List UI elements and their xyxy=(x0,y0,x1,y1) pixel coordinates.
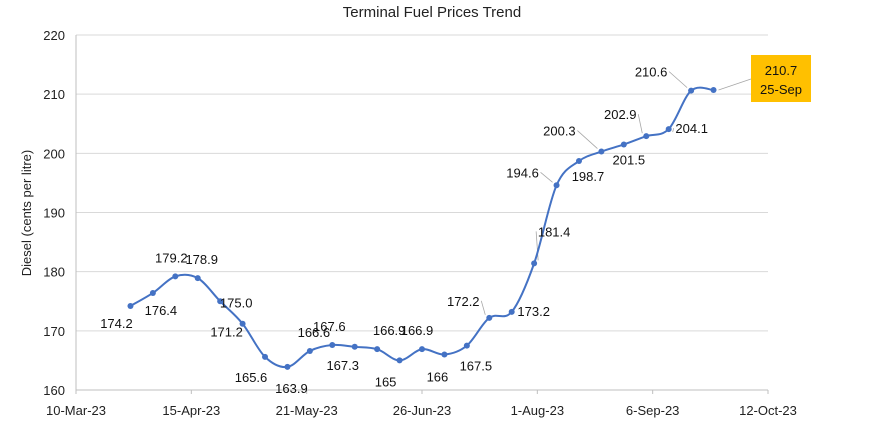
data-label: 173.2 xyxy=(517,304,550,319)
data-point xyxy=(329,342,336,349)
data-point xyxy=(351,343,358,350)
data-label: 194.6 xyxy=(506,165,539,180)
y-tick-label: 180 xyxy=(43,265,65,280)
data-point xyxy=(598,148,605,155)
callout-value: 210.7 xyxy=(765,63,798,78)
data-label: 172.2 xyxy=(447,294,480,309)
data-point xyxy=(553,182,560,189)
last-value-callout: 210.7 25-Sep xyxy=(718,55,811,102)
data-label: 202.9 xyxy=(604,107,637,122)
data-label: 179.2 xyxy=(155,250,188,265)
data-point xyxy=(486,314,493,321)
chart-title: Terminal Fuel Prices Trend xyxy=(343,4,521,21)
data-point xyxy=(194,275,201,282)
axes xyxy=(75,35,769,394)
data-label: 167.3 xyxy=(326,358,359,373)
data-point xyxy=(575,158,582,165)
data-point xyxy=(463,342,470,349)
callout-date: 25-Sep xyxy=(760,82,802,97)
x-tick-label: 15-Apr-23 xyxy=(162,403,220,418)
data-label: 181.4 xyxy=(538,224,571,239)
callout-box xyxy=(751,55,811,102)
data-label: 167.5 xyxy=(460,359,493,374)
data-point xyxy=(374,346,381,353)
data-label: 210.6 xyxy=(635,65,668,80)
y-tick-label: 160 xyxy=(43,383,65,398)
data-point xyxy=(665,126,672,133)
x-tick-labels: 10-Mar-23 15-Apr-23 21-May-23 26-Jun-23 1-Au… xyxy=(46,403,797,418)
data-point xyxy=(306,347,313,354)
data-point xyxy=(688,87,695,94)
label-leader-line xyxy=(535,231,539,261)
data-point xyxy=(284,363,291,370)
data-point xyxy=(149,289,156,296)
data-label: 178.9 xyxy=(185,252,218,267)
data-label: 165 xyxy=(375,374,397,389)
data-point xyxy=(127,302,134,309)
data-label: 166 xyxy=(427,370,449,385)
y-tick-label: 200 xyxy=(43,146,65,161)
data-point xyxy=(239,320,246,327)
data-point xyxy=(396,357,403,364)
data-label: 166.9 xyxy=(373,323,406,338)
y-axis-title: Diesel (cents per litre) xyxy=(19,150,34,276)
data-label: 198.7 xyxy=(572,169,605,184)
data-point xyxy=(172,273,179,280)
data-label: 174.2 xyxy=(100,316,133,331)
x-tick-label: 6-Sep-23 xyxy=(626,403,679,418)
data-label: 201.5 xyxy=(613,152,646,167)
label-leader-line xyxy=(480,300,486,315)
data-point xyxy=(508,308,515,315)
data-label: 171.2 xyxy=(210,325,243,340)
x-tick-label: 1-Aug-23 xyxy=(511,403,564,418)
data-label: 166.9 xyxy=(401,323,434,338)
data-label: 204.1 xyxy=(675,121,708,136)
data-point xyxy=(710,87,717,94)
data-label: 166.6 xyxy=(298,325,331,340)
label-leader-lines xyxy=(218,71,688,315)
data-point xyxy=(419,346,425,353)
label-leader-line xyxy=(672,127,675,133)
data-label: 163.9 xyxy=(275,381,308,396)
label-leader-line xyxy=(637,114,643,134)
x-tick-label: 26-Jun-23 xyxy=(393,403,452,418)
label-leader-line xyxy=(668,71,688,88)
callout-leader-line xyxy=(718,78,752,91)
x-tick-label: 10-Mar-23 xyxy=(46,403,106,418)
data-point xyxy=(441,351,448,358)
y-tick-labels: 160 170 180 190 200 210 220 xyxy=(43,28,65,398)
label-leader-line xyxy=(577,130,598,149)
data-markers xyxy=(127,87,717,370)
x-tick-label: 12-Oct-23 xyxy=(739,403,797,418)
data-label: 167.6 xyxy=(313,319,346,334)
y-tick-label: 210 xyxy=(43,87,65,102)
data-label: 200.3 xyxy=(543,124,576,139)
data-point xyxy=(531,260,538,267)
gridlines xyxy=(76,34,768,332)
y-tick-label: 170 xyxy=(43,324,65,339)
data-point xyxy=(643,133,650,140)
data-label: 176.4 xyxy=(145,303,178,318)
label-leader-line xyxy=(540,171,553,183)
data-label: 165.6 xyxy=(235,370,268,385)
y-tick-label: 220 xyxy=(43,28,65,43)
data-point xyxy=(620,141,627,148)
data-point xyxy=(262,353,269,360)
data-label: 175.0 xyxy=(220,295,253,310)
y-tick-label: 190 xyxy=(43,206,65,221)
x-tick-label: 21-May-23 xyxy=(276,403,338,418)
data-point xyxy=(217,298,224,305)
